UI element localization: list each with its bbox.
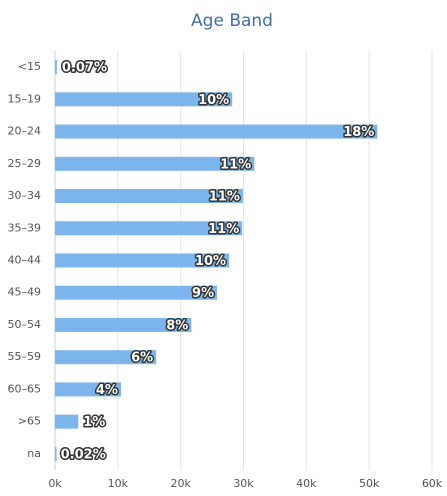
bar — [55, 92, 233, 107]
y-tick-label: 55–59 — [8, 350, 42, 363]
data-label: 10% — [195, 254, 226, 269]
data-label: 1% — [83, 415, 105, 430]
data-label: 4% — [96, 383, 118, 398]
bar — [55, 221, 243, 236]
y-tick-label: >65 — [18, 415, 41, 428]
y-tick-label: 30–34 — [8, 189, 42, 202]
x-tick-label: 10k — [108, 477, 129, 490]
data-label: 6% — [131, 351, 153, 366]
bar — [55, 253, 230, 268]
bar — [55, 350, 157, 365]
data-label: 0.07% — [62, 61, 107, 76]
y-tick-label: 45–49 — [8, 286, 42, 299]
bar — [55, 189, 243, 204]
bar — [55, 446, 57, 461]
data-label: 11% — [209, 190, 240, 205]
x-tick-label: 60k — [422, 477, 443, 490]
y-tick-label: <15 — [18, 60, 41, 73]
x-tick-label: 40k — [296, 477, 317, 490]
y-tick-label: na — [27, 447, 41, 460]
bar — [55, 382, 121, 397]
data-label: 10% — [198, 93, 229, 108]
y-tick-label: 60–65 — [8, 382, 42, 395]
y-tick-label: 35–39 — [8, 221, 42, 234]
x-tick-label: 20k — [170, 477, 191, 490]
y-tick-label: 40–44 — [8, 254, 42, 267]
data-label: 0.02% — [61, 447, 106, 462]
y-tick-label: 50–54 — [8, 318, 42, 331]
data-label: 11% — [220, 157, 251, 172]
y-tick-label: 15–19 — [8, 92, 42, 105]
data-label: 9% — [192, 286, 214, 301]
bar — [55, 124, 378, 139]
bar — [55, 156, 255, 171]
bar — [55, 60, 57, 75]
data-label: 18% — [343, 125, 374, 140]
bar — [55, 414, 79, 429]
bar — [55, 285, 218, 300]
bar — [55, 317, 192, 332]
y-tick-label: 25–29 — [8, 157, 42, 170]
data-label: 8% — [166, 318, 188, 333]
data-label: 11% — [208, 222, 239, 237]
x-tick-label: 50k — [359, 477, 380, 490]
x-tick-label: 30k — [233, 477, 254, 490]
x-tick-label: 0k — [48, 477, 62, 490]
y-tick-label: 20–24 — [8, 125, 42, 138]
chart-title: Age Band — [191, 11, 273, 31]
